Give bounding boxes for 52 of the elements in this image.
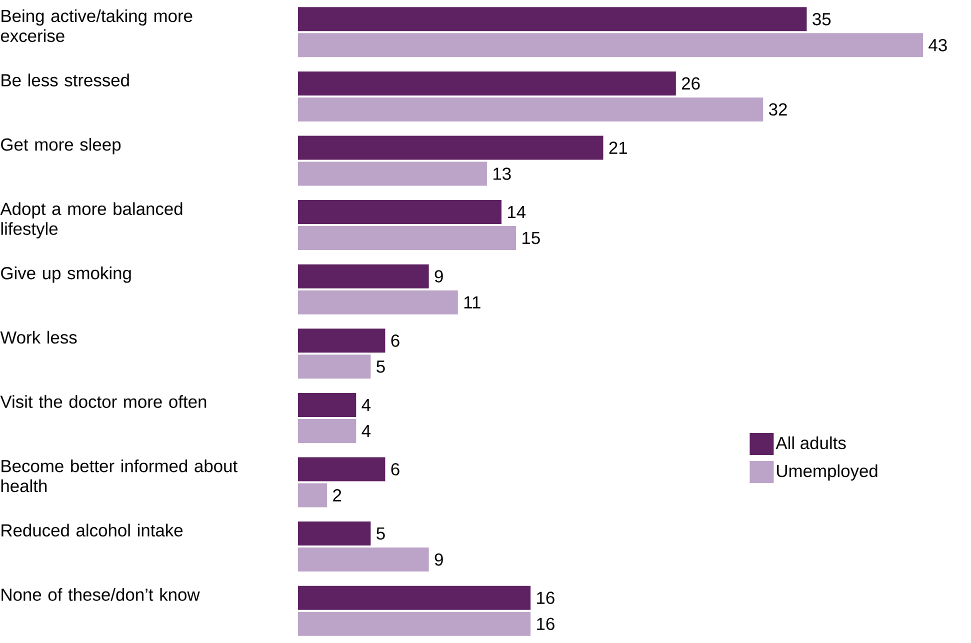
data-label: 6 [391,463,400,476]
y-tick-label: Give up smoking [1,266,131,283]
y-tick-label: None of these/don’t know [2,588,200,601]
data-label: 21 [609,142,627,154]
bar [298,200,502,224]
y-tick-label: Be less stressed [2,74,129,86]
bar [298,162,487,186]
y-tick-label: Visit the doctor more often [0,395,206,408]
bar [298,548,429,572]
data-label: 32 [768,103,787,116]
bar [298,33,924,58]
bar [298,522,371,546]
data-label: 4 [362,398,371,411]
data-label: 35 [812,12,831,26]
bar [298,586,531,610]
y-tick-label: Get more sleep [1,138,121,154]
data-label: 14 [508,206,526,218]
bar [298,418,356,443]
bar [298,226,516,250]
data-label: 43 [928,38,947,52]
legend-label: Umemployed [777,464,878,481]
bar [298,136,604,160]
y-tick-label: Being active/taking more excerise [0,9,192,42]
data-label: 16 [537,618,554,630]
data-label: 4 [362,424,371,437]
bar [298,354,371,379]
data-label: 5 [376,527,385,540]
bar [298,97,764,122]
data-label: 26 [682,77,700,90]
bar [298,483,328,508]
y-tick-label: Reduced alcohol intake [2,524,183,537]
data-label: 2 [333,489,342,502]
bar [298,457,386,482]
bar [298,71,676,96]
y-tick-label: Work less [0,330,77,344]
data-label: 6 [391,334,400,347]
data-label: 9 [434,270,443,283]
bar [298,612,531,636]
bar [298,7,807,32]
data-label: 11 [464,296,480,308]
bar [298,328,386,353]
bar [298,290,458,314]
data-label: 16 [537,592,554,604]
legend-label: All adults [776,436,846,450]
data-label: 15 [522,232,540,244]
y-tick-label: Become better informed about health [1,459,238,492]
bar [298,264,429,288]
data-label: 9 [434,553,443,566]
bar [298,392,356,417]
data-label: 5 [376,360,385,373]
y-tick-label: Adopt a more balanced lifestyle [0,202,182,238]
data-label: 13 [493,168,511,180]
